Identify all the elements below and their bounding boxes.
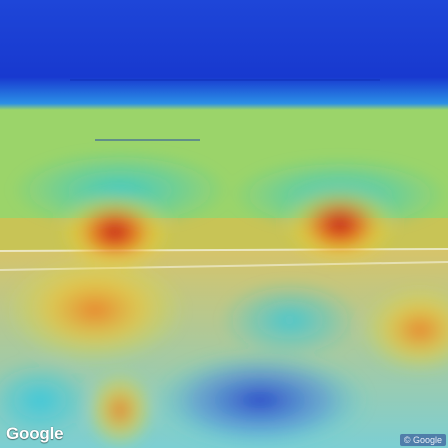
heat-blob-warm-right <box>360 285 448 375</box>
heat-blob-warm-bottom <box>85 370 155 448</box>
heat-blob-hot-left <box>60 192 170 272</box>
sky-streaks <box>70 79 380 141</box>
heat-blob-cyan-left <box>10 150 230 230</box>
heat-blob-cool-bottom <box>150 350 370 448</box>
copyright-notice: © Google <box>399 434 446 446</box>
heat-blob-warm-sand <box>5 255 185 365</box>
google-logo[interactable]: Google <box>6 424 64 443</box>
heat-blob-hot-right <box>285 185 395 265</box>
heat-blob-cyan-corner <box>0 360 95 440</box>
heat-blob-cyan-mid <box>220 280 360 360</box>
